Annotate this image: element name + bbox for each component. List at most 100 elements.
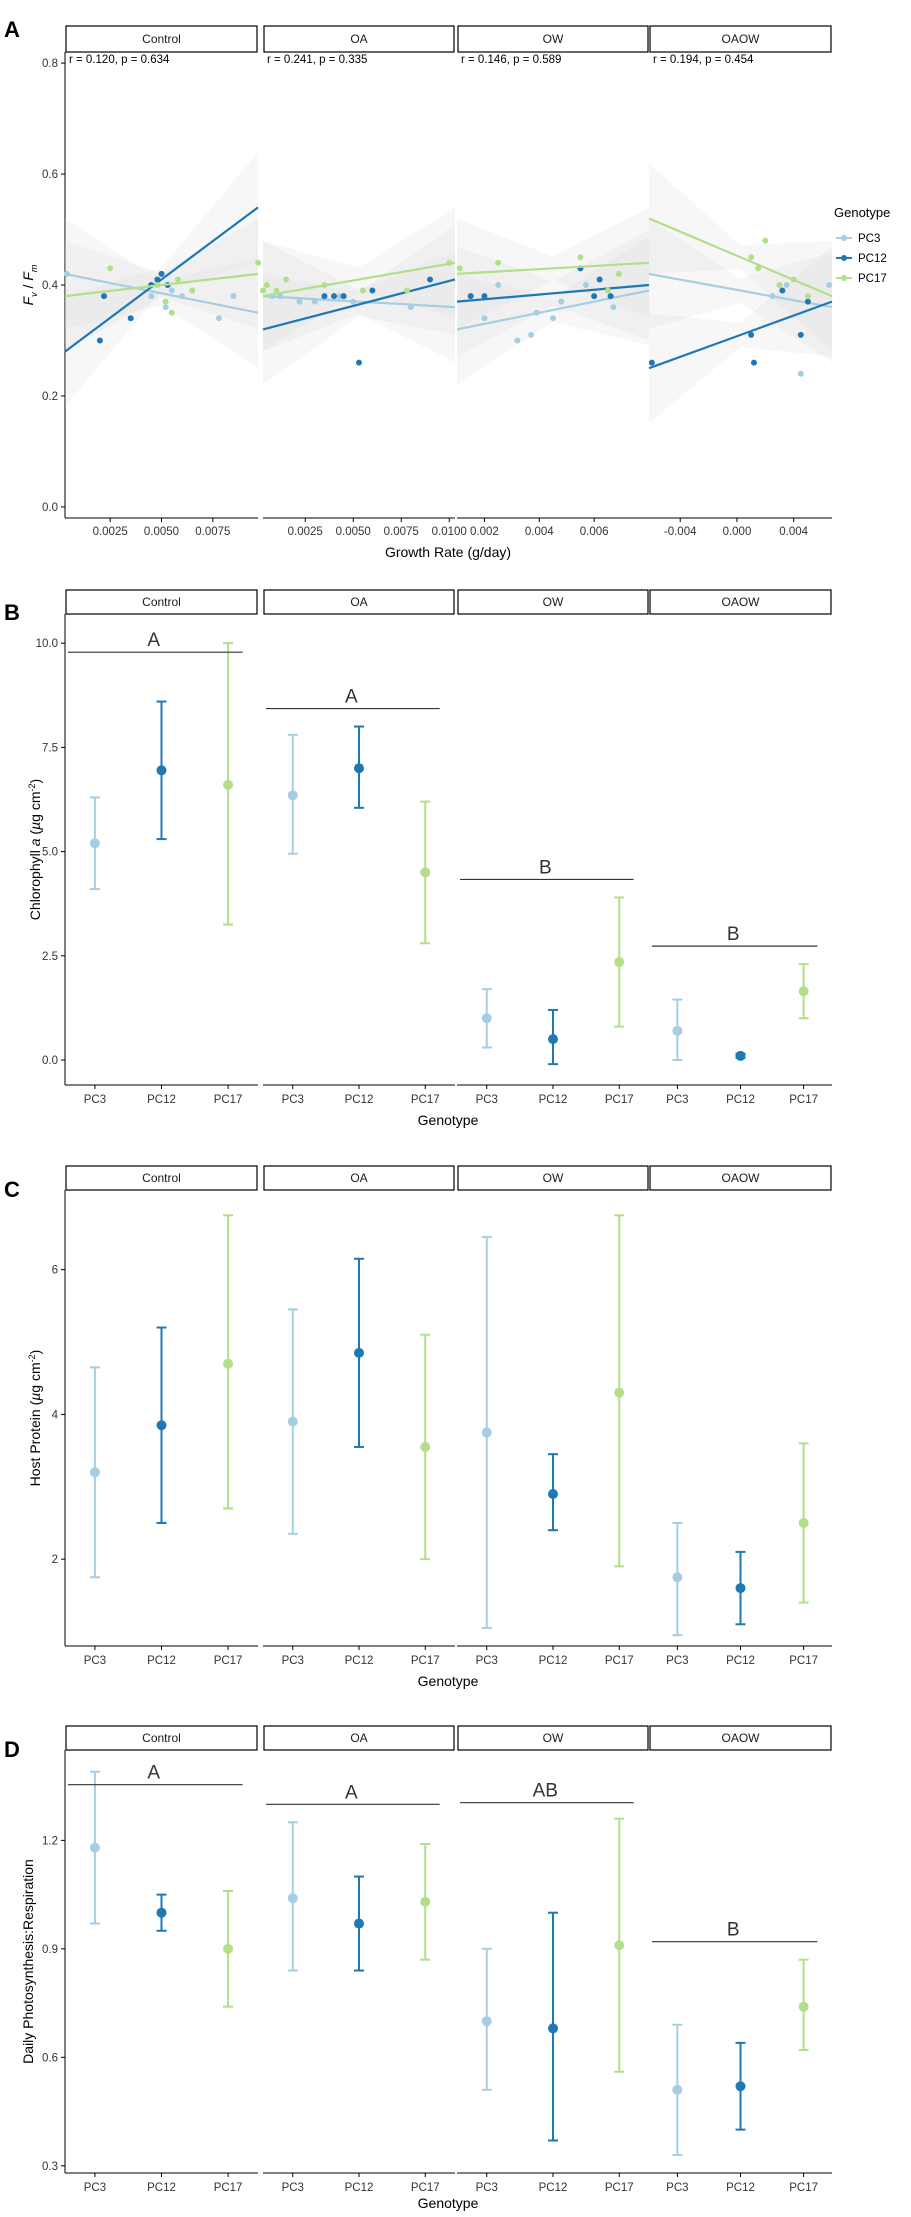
facet-strip-label: OAOW: [722, 32, 761, 46]
facet-strip-label: OW: [543, 32, 564, 46]
facet-strip-label: OW: [543, 595, 564, 609]
panel-a: A 0.0 0.2 0.4 0.6 0.8 Fv / Fm Growth Rate (g/da…: [4, 17, 890, 560]
facet-strip-label: Control: [142, 32, 181, 46]
x-tick-label: PC17: [411, 1094, 440, 1106]
correlation-annotation: r = 0.120, p = 0.634: [69, 54, 170, 66]
x-tick-label: PC12: [726, 2182, 755, 2194]
x-tick-label: 0.0025: [93, 526, 128, 538]
facet-strip-label: OW: [543, 1731, 564, 1745]
data-point-pc17: [456, 265, 463, 272]
facet-oa: OA PC3 PC12 PC17: [263, 1165, 455, 1667]
facet-ow: OW r = 0.146, p = 0.589 0.002 0.004 0.006: [456, 25, 650, 538]
data-point-pc12: [321, 293, 328, 300]
significance-letter: A: [345, 1782, 358, 1803]
panel-letter: B: [4, 600, 20, 625]
fit-line-pc17: [64, 272, 259, 298]
data-point-pc12: [607, 293, 614, 300]
mean-point-pc3: [672, 1025, 683, 1036]
data-point-pc3: [495, 282, 502, 288]
data-point-pc17: [107, 265, 114, 272]
data-point-pc3: [64, 270, 71, 277]
data-point-pc3: [582, 282, 589, 288]
data-point-pc17: [804, 293, 811, 300]
mean-point-pc12: [548, 1489, 558, 1499]
data-point-pc3: [826, 282, 833, 288]
data-point-pc12: [804, 298, 811, 305]
x-tick-label: PC3: [666, 1094, 688, 1106]
data-point-pc3: [533, 309, 540, 316]
x-tick-label: PC12: [539, 1655, 568, 1667]
x-tick-label: PC3: [476, 1094, 498, 1106]
fit-line-pc3: [456, 289, 650, 331]
x-tick-label: PC12: [539, 1094, 568, 1106]
x-axis-title: Genotype: [418, 2195, 479, 2211]
mean-point-pc17: [614, 957, 625, 968]
facet-oaow: OAOW PC3 PC12 PC17 B: [649, 589, 832, 1106]
y-axis-title: Daily Photosynthesis:Respiration: [20, 1859, 36, 2064]
mean-point-pc12: [156, 1907, 167, 1918]
data-point-pc12: [591, 293, 598, 300]
facet-strip: [457, 1165, 649, 1191]
panel-letter: D: [4, 1737, 20, 1762]
panel-letter: C: [4, 1177, 20, 1202]
data-point-pc17: [762, 237, 769, 244]
data-point-pc17: [162, 298, 169, 305]
facet-oa: OA PC3 PC12 PC17 A: [263, 589, 455, 1106]
fit-line-pc12: [648, 300, 833, 370]
x-tick-label: 0.006: [580, 526, 609, 538]
legend-label-pc17: PC17: [858, 273, 887, 285]
legend: Genotype PC3 PC12 PC17: [834, 205, 890, 285]
fit-line-pc17: [262, 261, 456, 298]
legend-label-pc3: PC3: [858, 233, 880, 245]
data-point-pc12: [127, 315, 134, 322]
facet-strip: [65, 589, 258, 615]
x-tick-label: 0.004: [779, 526, 808, 538]
x-tick-label: PC3: [282, 2182, 304, 2194]
mean-point-pc3: [481, 1427, 492, 1438]
mean-point-pc17: [798, 986, 809, 997]
facet-strip: [649, 1165, 832, 1191]
facet-strip: [263, 25, 455, 53]
facet-strip: [457, 1725, 649, 1751]
fit-line-pc3: [648, 272, 833, 309]
facet-ow: OW PC3 PC12 PC17 B: [457, 589, 649, 1106]
mean-point-pc3: [287, 790, 298, 801]
data-point-pc12: [748, 331, 755, 338]
facet-strip: [65, 1165, 258, 1191]
fit-line-pc12: [64, 206, 259, 353]
data-point-pc12: [648, 359, 655, 366]
mean-point-pc3: [481, 1013, 492, 1024]
legend-key-dot-pc17: [841, 275, 847, 281]
x-tick-label: -0.004: [664, 526, 697, 538]
facet-strip-label: OA: [350, 1171, 367, 1185]
x-tick-label: PC17: [789, 2182, 818, 2194]
facet-strip: [65, 25, 258, 53]
data-point-pc12: [356, 359, 362, 366]
data-point-pc17: [283, 276, 290, 283]
y-tick-label: 6: [52, 1265, 58, 1277]
x-tick-label: PC17: [214, 1094, 243, 1106]
data-point-pc17: [168, 309, 175, 316]
facet-strip: [263, 589, 455, 615]
data-point-pc12: [331, 293, 338, 300]
panel-c: C 2 4 6 Host Protein (µg cm-2) Genotype Contro…: [4, 1165, 832, 1689]
facet-ow: OW PC3 PC12 PC17: [457, 1165, 649, 1667]
mean-point-pc17: [223, 779, 234, 790]
y-axis-title: Chlorophyll a (µg cm-2): [27, 779, 43, 920]
data-point-pc12: [340, 293, 347, 300]
correlation-annotation: r = 0.194, p = 0.454: [653, 54, 754, 66]
data-point-pc3: [350, 298, 357, 305]
y-tick-label: 0.6: [42, 2052, 58, 2064]
x-tick-label: PC3: [84, 1655, 106, 1667]
x-tick-label: PC17: [789, 1094, 818, 1106]
x-tick-label: PC17: [411, 2182, 440, 2194]
data-point-pc3: [514, 337, 521, 344]
data-point-pc3: [162, 304, 169, 311]
mean-point-pc12: [354, 763, 364, 774]
x-tick-label: PC12: [147, 2182, 176, 2194]
facet-oa: OA PC3 PC12 PC17 A: [263, 1725, 455, 2194]
x-tick-label: PC17: [605, 1094, 634, 1106]
mean-point-pc3: [89, 1842, 100, 1853]
y-tick-label: 10.0: [36, 638, 58, 650]
facet-strip-label: OAOW: [722, 595, 761, 609]
